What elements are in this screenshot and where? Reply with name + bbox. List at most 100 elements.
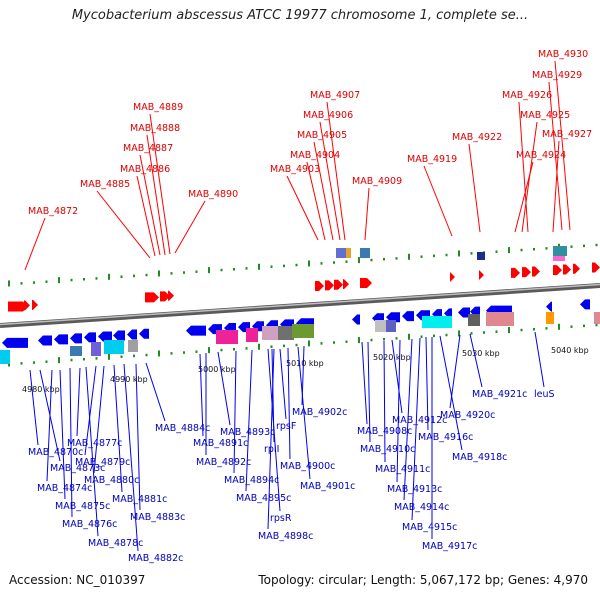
forward-gene-label[interactable]: MAB_4903 xyxy=(270,164,320,175)
reverse-gene-label[interactable]: MAB_4917c xyxy=(422,541,477,552)
reverse-gene-label[interactable]: MAB_4916c xyxy=(418,432,473,443)
reverse-gene-label[interactable]: rpsR xyxy=(270,513,292,524)
reverse-gene-arrow[interactable] xyxy=(580,299,590,310)
reverse-gene-label[interactable]: MAB_4915c xyxy=(402,522,457,533)
reverse-gene-label[interactable]: MAB_4892c xyxy=(196,457,251,468)
reverse-gene-label[interactable]: MAB_4891c xyxy=(193,438,248,449)
forward-gene-arrow[interactable] xyxy=(553,265,562,276)
reverse-gene-label[interactable]: MAB_4900c xyxy=(280,461,335,472)
forward-gene-label[interactable]: MAB_4906 xyxy=(303,110,353,121)
reverse-gene-label[interactable]: MAB_4877c xyxy=(67,438,122,449)
reverse-gene-arrow[interactable] xyxy=(546,301,552,312)
reverse-gene-label[interactable]: MAB_4920c xyxy=(440,410,495,421)
forward-gene-label[interactable]: MAB_4907 xyxy=(310,90,360,101)
reverse-gene-label[interactable]: MAB_4918c xyxy=(452,452,507,463)
forward-gene-label[interactable]: MAB_4926 xyxy=(502,90,552,101)
reverse-gene-label[interactable]: MAB_4898c xyxy=(258,531,313,542)
reverse-gene-arrow[interactable] xyxy=(84,332,96,343)
reverse-gene-label[interactable]: MAB_4884c xyxy=(155,423,210,434)
forward-gene-label[interactable]: MAB_4927 xyxy=(542,129,592,140)
reverse-gene-label[interactable]: MAB_4895c xyxy=(236,493,291,504)
forward-gene-arrow[interactable] xyxy=(24,300,30,311)
reverse-gene-label[interactable]: MAB_4882c xyxy=(128,553,183,564)
forward-gene-arrow[interactable] xyxy=(511,267,520,278)
forward-gene-arrow[interactable] xyxy=(8,301,28,312)
reverse-gene-arrow[interactable] xyxy=(402,311,414,322)
forward-gene-arrow[interactable] xyxy=(145,292,159,303)
reverse-gene-label[interactable]: MAB_4913c xyxy=(387,484,442,495)
reverse-gene-arrow[interactable] xyxy=(458,307,470,318)
reverse-gene-label[interactable]: MAB_4914c xyxy=(394,502,449,513)
forward-gene-arrow[interactable] xyxy=(360,277,372,288)
tick-mark xyxy=(195,350,198,353)
forward-gene-label[interactable]: MAB_4888 xyxy=(130,123,180,134)
reverse-gene-label[interactable]: MAB_4878c xyxy=(88,538,143,549)
reverse-gene-arrow[interactable] xyxy=(139,328,149,339)
reverse-gene-label[interactable]: MAB_4883c xyxy=(130,512,185,523)
forward-gene-arrow[interactable] xyxy=(479,270,484,281)
forward-gene-label[interactable]: MAB_4887 xyxy=(123,143,173,154)
reverse-gene-arrow[interactable] xyxy=(444,308,452,319)
forward-gene-label[interactable]: MAB_4904 xyxy=(290,150,340,161)
reverse-gene-label[interactable]: MAB_4910c xyxy=(360,444,415,455)
forward-gene-arrow[interactable] xyxy=(450,271,455,282)
forward-gene-arrow[interactable] xyxy=(592,262,600,273)
reverse-gene-arrow[interactable] xyxy=(113,330,125,341)
forward-gene-label[interactable]: MAB_4919 xyxy=(407,154,457,165)
forward-gene-label[interactable]: MAB_4886 xyxy=(120,164,170,175)
forward-gene-label[interactable]: MAB_4929 xyxy=(532,70,582,81)
forward-gene-label[interactable]: MAB_4872 xyxy=(28,206,78,217)
reverse-gene-label[interactable]: MAB_4873c xyxy=(50,463,105,474)
reverse-gene-label[interactable]: MAB_4911c xyxy=(375,464,430,475)
forward-gene-arrow[interactable] xyxy=(522,267,531,278)
forward-gene-arrow[interactable] xyxy=(532,266,540,277)
reverse-gene-label[interactable]: MAB_4921c xyxy=(472,389,527,400)
forward-gene-arrow[interactable] xyxy=(315,280,324,291)
forward-gene-label[interactable]: MAB_4924 xyxy=(516,150,566,161)
forward-gene-arrow[interactable] xyxy=(168,290,174,301)
reverse-gene-label[interactable]: rpsF xyxy=(276,421,296,432)
forward-gene-arrow[interactable] xyxy=(160,291,170,302)
reverse-gene-label[interactable]: MAB_4875c xyxy=(55,501,110,512)
tick-mark xyxy=(570,245,573,248)
forward-gene-label[interactable]: MAB_4890 xyxy=(188,189,238,200)
reverse-gene-label[interactable]: MAB_4894c xyxy=(224,475,279,486)
reverse-gene-label[interactable]: leuS xyxy=(534,389,555,400)
forward-gene-arrow[interactable] xyxy=(343,279,349,290)
reverse-gene-arrow[interactable] xyxy=(186,325,206,336)
forward-gene-arrow[interactable] xyxy=(563,264,571,275)
tick-mark xyxy=(595,323,598,327)
forward-gene-label[interactable]: MAB_4885 xyxy=(80,179,130,190)
forward-gene-arrow[interactable] xyxy=(573,263,580,274)
reverse-gene-arrow[interactable] xyxy=(70,333,82,344)
forward-gene-label[interactable]: MAB_4930 xyxy=(538,49,588,60)
reverse-gene-label[interactable]: MAB_4893c xyxy=(220,427,275,438)
tick-mark xyxy=(95,277,98,280)
reverse-gene-label[interactable]: MAB_4902c xyxy=(292,407,347,418)
reverse-gene-arrow[interactable] xyxy=(386,312,400,323)
forward-gene-label[interactable]: MAB_4889 xyxy=(133,102,183,113)
forward-gene-label[interactable]: MAB_4922 xyxy=(452,132,502,143)
reverse-gene-arrow[interactable] xyxy=(2,337,28,348)
reverse-gene-arrow[interactable] xyxy=(54,334,68,345)
reverse-gene-arrow[interactable] xyxy=(38,335,52,346)
tick-mark xyxy=(458,330,460,337)
reverse-gene-arrow[interactable] xyxy=(98,331,112,342)
tick-mark xyxy=(120,355,123,358)
reverse-gene-arrow[interactable] xyxy=(127,329,137,340)
reverse-gene-label[interactable]: MAB_4876c xyxy=(62,519,117,530)
forward-gene-label[interactable]: MAB_4925 xyxy=(520,110,570,121)
forward-gene-arrow[interactable] xyxy=(334,279,343,290)
reverse-gene-label[interactable]: MAB_4912c xyxy=(392,415,447,426)
reverse-gene-label[interactable]: MAB_4879c xyxy=(75,457,130,468)
reverse-gene-label[interactable]: MAB_4870c xyxy=(28,447,83,458)
tick-mark xyxy=(358,337,360,344)
reverse-gene-label[interactable]: MAB_4901c xyxy=(300,481,355,492)
forward-gene-label[interactable]: MAB_4909 xyxy=(352,176,402,187)
reverse-gene-label[interactable]: rplI xyxy=(264,444,279,455)
reverse-gene-label[interactable]: MAB_4880c xyxy=(84,475,139,486)
reverse-gene-arrow[interactable] xyxy=(352,314,360,325)
forward-gene-arrow[interactable] xyxy=(32,299,38,310)
forward-gene-arrow[interactable] xyxy=(325,280,334,291)
